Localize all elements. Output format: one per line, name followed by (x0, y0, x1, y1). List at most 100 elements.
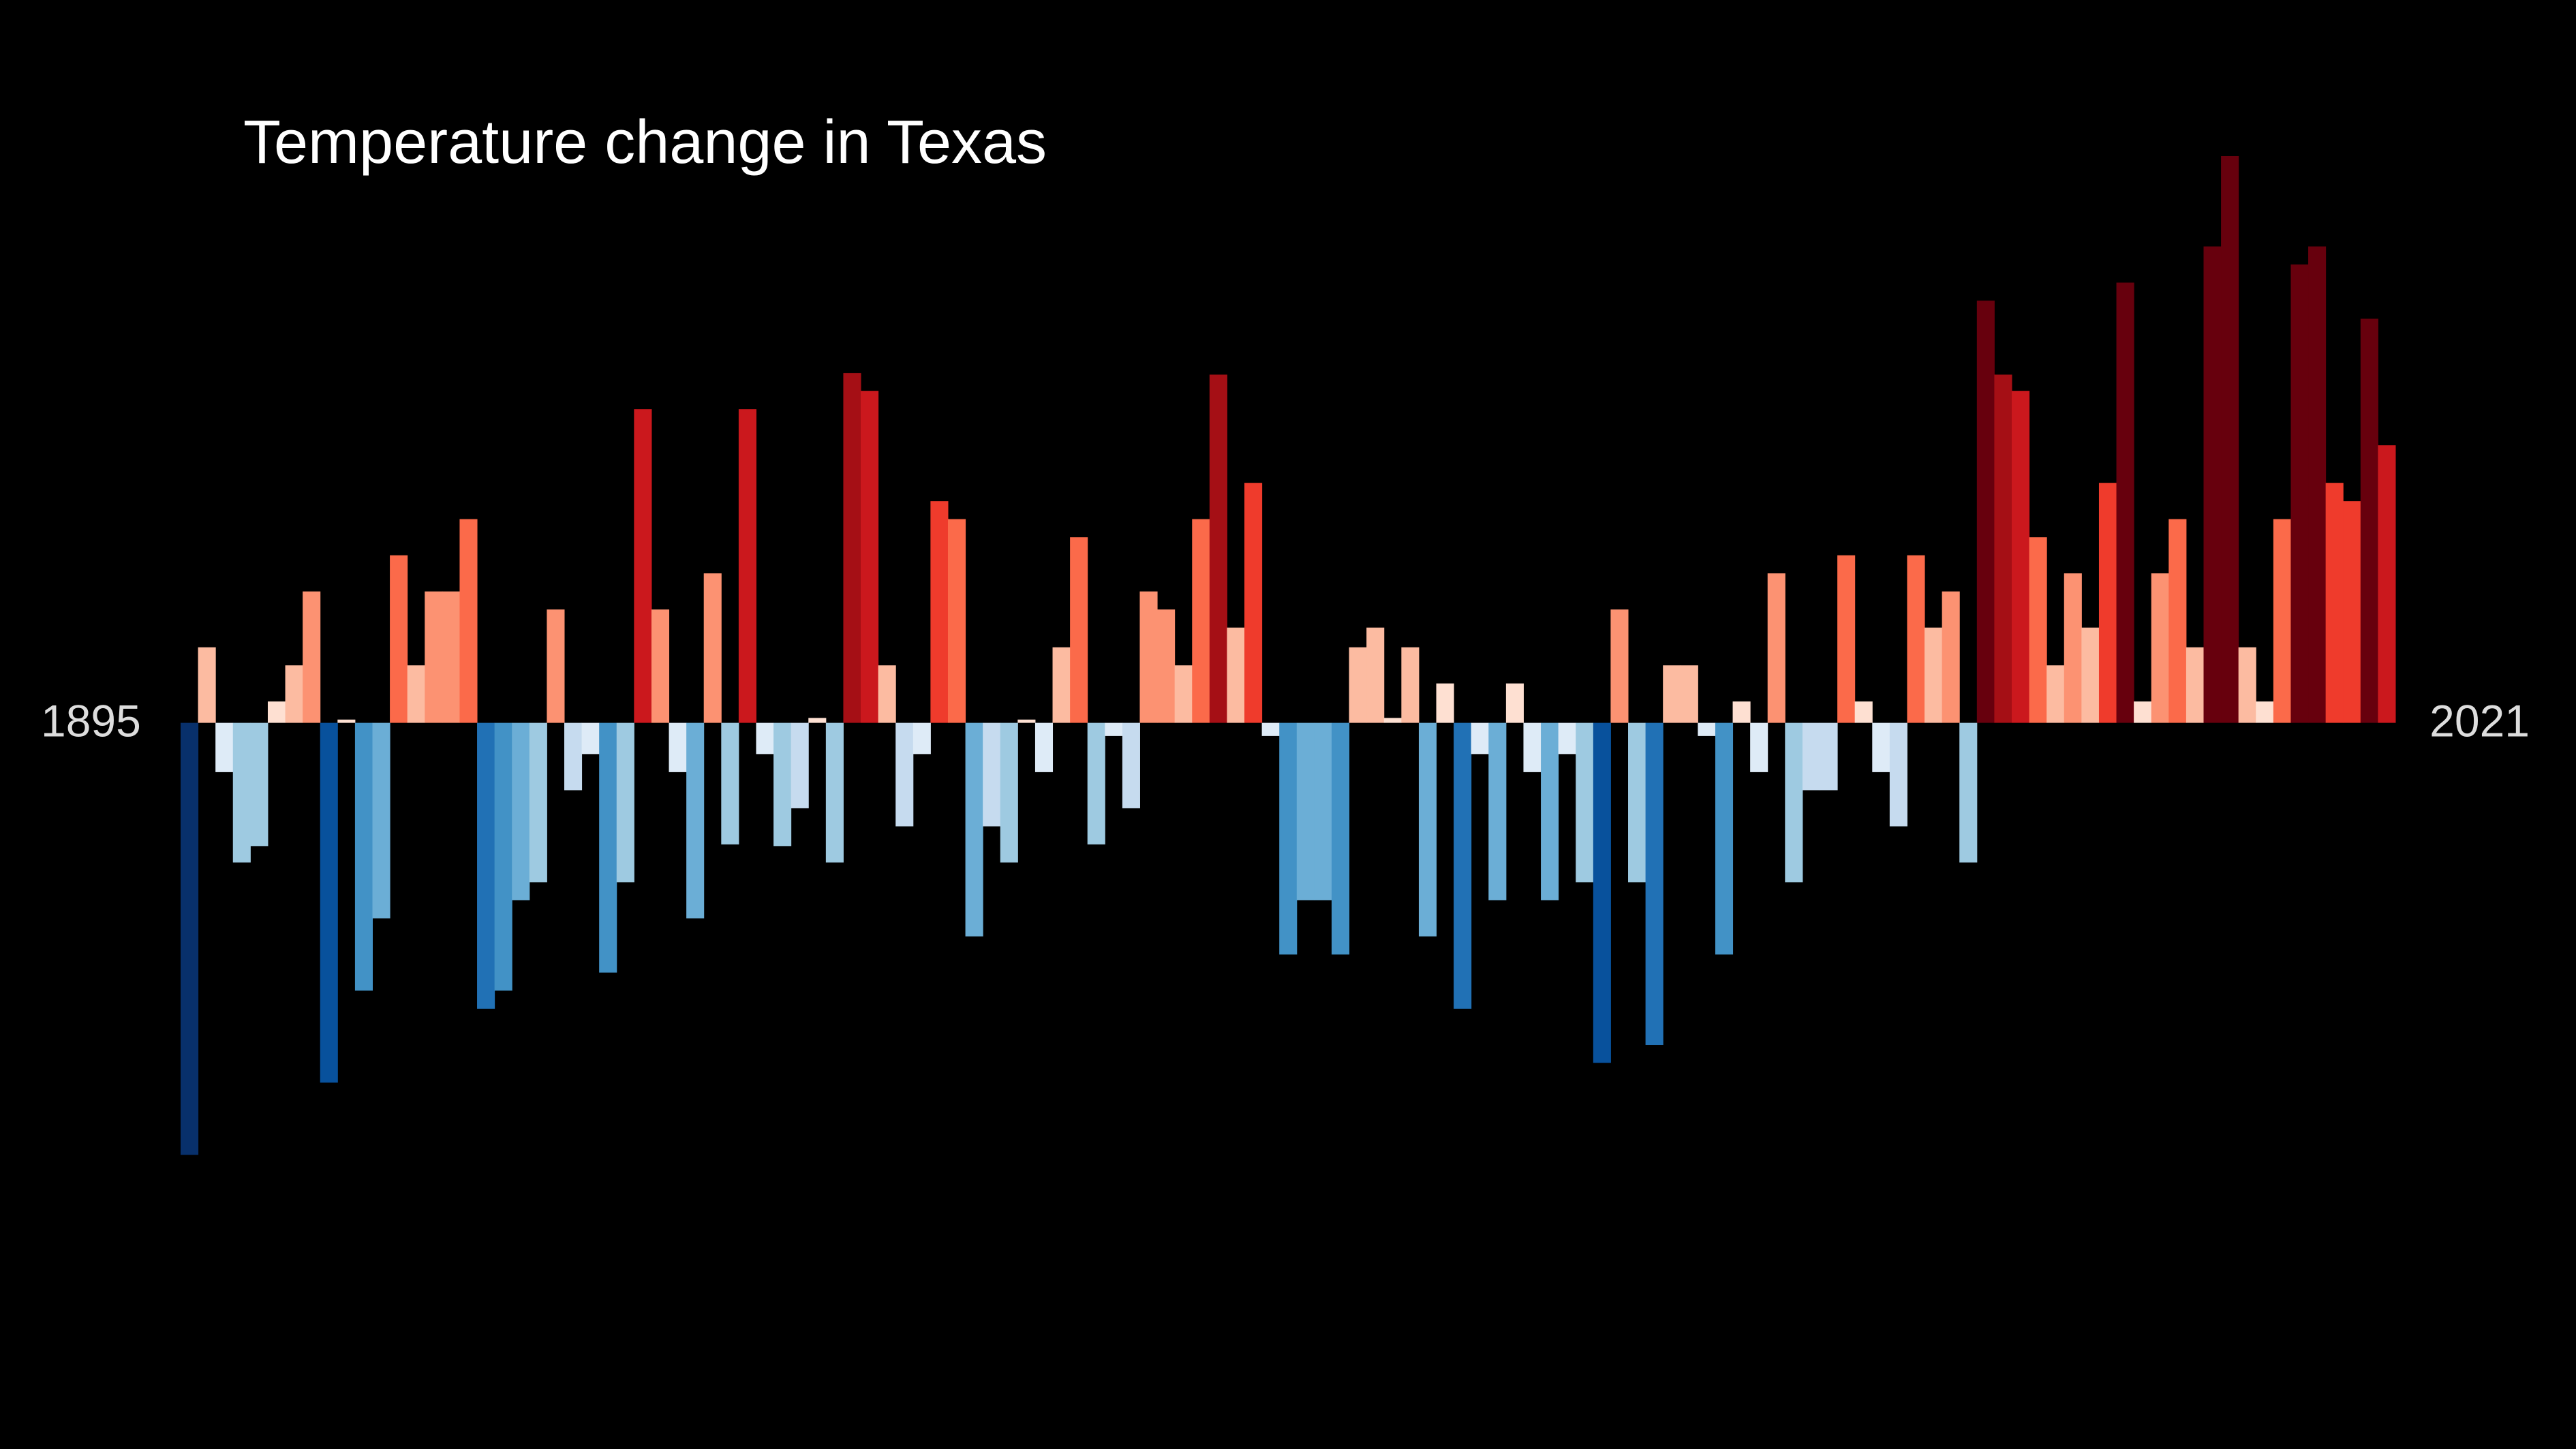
bar (965, 722, 983, 936)
bar (2325, 483, 2344, 723)
bar (303, 591, 321, 723)
bar (2064, 573, 2082, 723)
bar (861, 391, 879, 723)
bar (1698, 722, 1716, 736)
bar (2290, 264, 2309, 723)
bar (1087, 722, 1105, 844)
bar (1471, 722, 1489, 754)
bar (442, 591, 460, 723)
start-year-label: 1895 (41, 695, 141, 746)
bar (1802, 722, 1821, 791)
bar (215, 722, 234, 772)
bar (2221, 155, 2239, 723)
bar (1279, 722, 1298, 955)
bar (1401, 647, 1420, 723)
bar (1907, 555, 1925, 723)
bar (1663, 665, 1681, 723)
bar (930, 501, 949, 723)
bar (808, 718, 827, 723)
bar (232, 722, 251, 863)
bar (1628, 722, 1646, 883)
bar (425, 591, 443, 723)
bar (1139, 591, 1158, 723)
bar (2203, 246, 2222, 723)
bar (843, 373, 861, 723)
bar (2098, 483, 2117, 723)
bar (407, 665, 425, 723)
bar (1488, 722, 1507, 900)
bar (1767, 573, 1785, 723)
bar (2029, 537, 2047, 723)
bar (634, 409, 652, 723)
bar (1523, 722, 1542, 772)
bar (320, 722, 338, 1083)
bar (1314, 722, 1332, 900)
bar (285, 665, 303, 723)
bar (1105, 722, 1123, 736)
bar (547, 609, 565, 723)
bar (337, 719, 356, 723)
bar (2186, 647, 2205, 723)
bar (564, 722, 583, 791)
bar (1889, 722, 1907, 827)
bar (1576, 722, 1594, 883)
bar (1976, 301, 1995, 723)
bar (651, 609, 670, 723)
bar (267, 701, 286, 723)
bar (1454, 722, 1472, 1009)
bar (1942, 591, 1960, 723)
bar (2134, 701, 2152, 723)
bar (703, 573, 722, 723)
bar (1157, 609, 1176, 723)
bar (616, 722, 634, 883)
bar (1174, 665, 1193, 723)
bar (1959, 722, 1978, 863)
bar (1244, 483, 1263, 723)
bar (773, 722, 792, 846)
bar (390, 555, 408, 723)
bar (2308, 246, 2327, 723)
bar (2360, 318, 2378, 723)
bar (947, 519, 966, 723)
bar (2151, 573, 2169, 723)
bar (2116, 282, 2134, 723)
bar (1052, 647, 1071, 723)
bar (459, 519, 478, 723)
bar (1820, 722, 1838, 791)
bar (1070, 537, 1088, 723)
bar (1854, 701, 1873, 723)
bar (1645, 722, 1663, 1046)
bar (1383, 718, 1402, 723)
bar (2012, 391, 2030, 723)
bar (1593, 722, 1611, 1063)
bar (1331, 722, 1350, 955)
bar (2256, 701, 2274, 723)
bar (372, 722, 390, 919)
bar (250, 722, 269, 846)
chart-title: Temperature change in Texas (243, 108, 1047, 177)
bar (1296, 722, 1315, 900)
bar (1000, 722, 1018, 863)
bar (1541, 722, 1559, 900)
bar (721, 722, 739, 844)
bar (354, 722, 373, 991)
bar (669, 722, 687, 772)
bar (1715, 722, 1734, 955)
bar (1994, 374, 2012, 723)
bar (1505, 683, 1524, 723)
bar (2081, 627, 2100, 723)
bar (529, 722, 547, 883)
bar (756, 722, 774, 754)
bar (983, 722, 1001, 827)
bar (1610, 609, 1629, 723)
bar (1732, 701, 1751, 723)
bar (1034, 722, 1054, 772)
bar (1192, 519, 1210, 723)
bar (477, 722, 495, 1009)
bar (1418, 722, 1437, 936)
bar (1227, 627, 1245, 723)
bar (686, 722, 705, 919)
bar (599, 722, 617, 973)
bar (1680, 665, 1698, 723)
